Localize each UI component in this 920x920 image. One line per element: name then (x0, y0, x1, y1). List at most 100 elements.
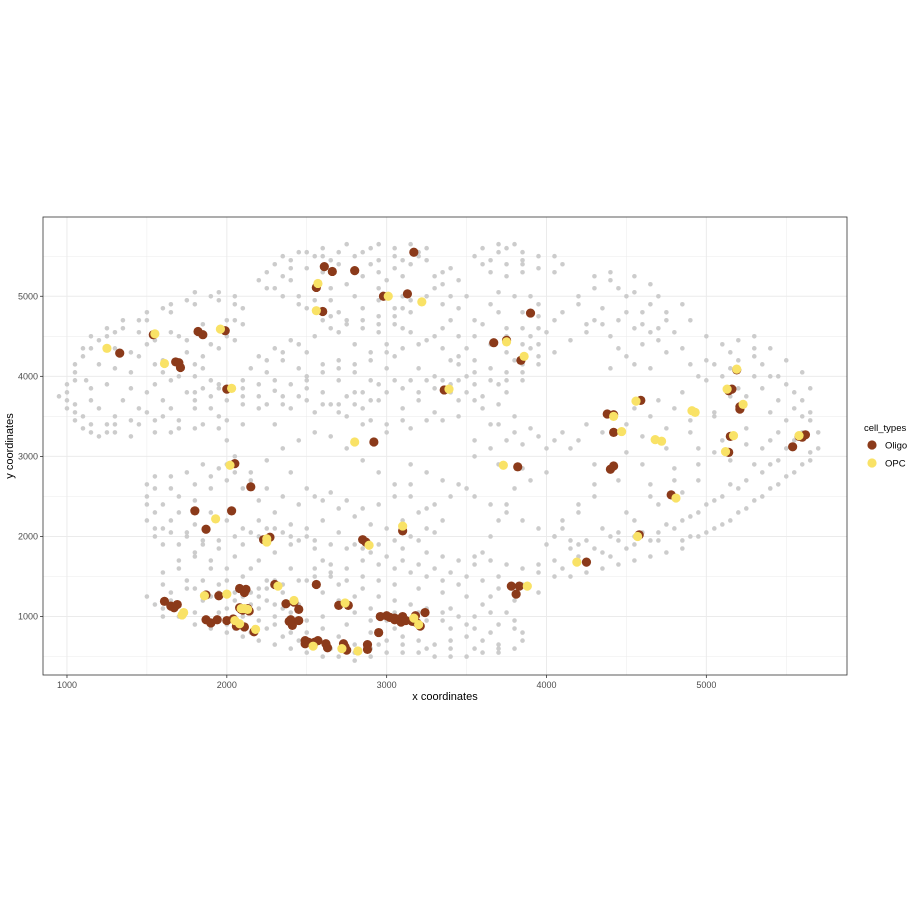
background-cell-point (344, 241, 349, 247)
background-cell-point (224, 518, 230, 523)
background-cell-point (112, 414, 118, 419)
opc-point (633, 531, 643, 542)
y-tick-label: 5000 (18, 291, 38, 301)
background-cell-point (464, 634, 469, 639)
background-cell-point (520, 342, 525, 347)
background-cell-point (152, 602, 158, 607)
background-cell-point (288, 382, 294, 387)
background-cell-point (72, 402, 78, 407)
background-cell-point (344, 321, 349, 327)
background-cell-point (712, 410, 717, 415)
oligo-point (362, 644, 373, 654)
background-cell-point (472, 614, 477, 619)
background-cell-point (392, 354, 397, 359)
background-cell-point (256, 518, 262, 523)
background-cell-point (264, 285, 270, 291)
background-cell-point (528, 346, 533, 351)
background-cell-point (176, 374, 182, 379)
background-cell-point (560, 566, 565, 571)
highlighted-cells (102, 247, 811, 656)
background-cell-point (200, 366, 206, 371)
background-cell-point (328, 570, 334, 575)
background-cell-point (168, 598, 174, 603)
background-cell-point (576, 542, 581, 547)
background-cell-point (807, 410, 813, 415)
background-cell-point (176, 418, 182, 423)
background-cell-point (256, 382, 262, 387)
background-cell-point (704, 378, 709, 383)
background-cell-point (296, 502, 302, 507)
background-cell-point (272, 602, 278, 607)
background-cell-point (456, 378, 461, 383)
opc-point (728, 430, 739, 441)
background-cell-point (480, 406, 485, 411)
background-cell-point (400, 305, 405, 311)
background-cell-point (192, 622, 198, 627)
background-cell-point (592, 462, 597, 467)
background-cell-point (336, 261, 342, 267)
background-cell-point (88, 430, 94, 435)
opc-point (501, 337, 512, 347)
background-cell-point (480, 578, 485, 583)
opc-point (311, 306, 321, 316)
background-cell-point (296, 394, 302, 399)
background-cell-point (176, 542, 182, 547)
background-cell-point (464, 574, 469, 579)
background-cell-point (136, 422, 142, 427)
background-cell-point (64, 406, 70, 411)
background-cell-point (144, 502, 150, 507)
background-cell-point (408, 494, 413, 499)
background-cell-point (344, 414, 349, 419)
background-cell-point (328, 574, 334, 579)
background-cell-point (783, 418, 789, 423)
background-cell-point (408, 482, 413, 487)
background-cell-point (176, 558, 182, 563)
background-cell-point (759, 494, 765, 499)
background-cell-point (472, 626, 477, 631)
background-cell-point (552, 438, 557, 443)
background-cell-point (680, 346, 685, 351)
background-cell-point (176, 494, 182, 499)
background-cell-point (592, 273, 597, 279)
background-cell-point (328, 542, 334, 547)
background-cell-point (720, 522, 725, 527)
background-cell-point (791, 438, 797, 443)
background-cell-point (368, 245, 373, 251)
background-cell-point (248, 366, 254, 371)
background-cell-point (72, 378, 78, 383)
background-cell-point (408, 602, 413, 607)
background-cell-point (440, 554, 445, 559)
background-cell-point (288, 470, 294, 475)
background-cell-point (352, 342, 357, 347)
background-cell-point (488, 594, 493, 599)
background-cell-point (96, 406, 102, 411)
background-cell-point (320, 390, 326, 395)
background-cell-point (160, 542, 166, 547)
background-cell-point (352, 658, 357, 663)
background-cell-point (368, 630, 373, 635)
background-cell-point (192, 610, 198, 615)
background-cell-point (448, 570, 453, 575)
background-cell-point (416, 562, 421, 567)
background-cell-point (392, 626, 397, 631)
background-cell-point (480, 245, 485, 251)
background-cell-point (120, 317, 126, 323)
background-cell-point (464, 346, 469, 351)
background-cell-point (288, 522, 294, 527)
background-cell-point (488, 446, 493, 451)
background-cell-point (767, 486, 773, 491)
background-cell-point (368, 350, 373, 355)
background-cell-point (600, 305, 605, 311)
background-cell-point (400, 558, 405, 563)
background-cell-point (496, 249, 501, 255)
background-cell-point (416, 510, 421, 515)
background-cell-point (304, 305, 310, 311)
background-cell-point (288, 406, 294, 411)
background-cell-point (408, 462, 413, 467)
background-cell-point (72, 410, 78, 415)
background-cell-point (520, 269, 525, 275)
background-cell-point (488, 558, 493, 563)
background-cell-point (616, 285, 621, 291)
background-cell-point (160, 398, 166, 403)
background-cell-point (584, 330, 589, 335)
